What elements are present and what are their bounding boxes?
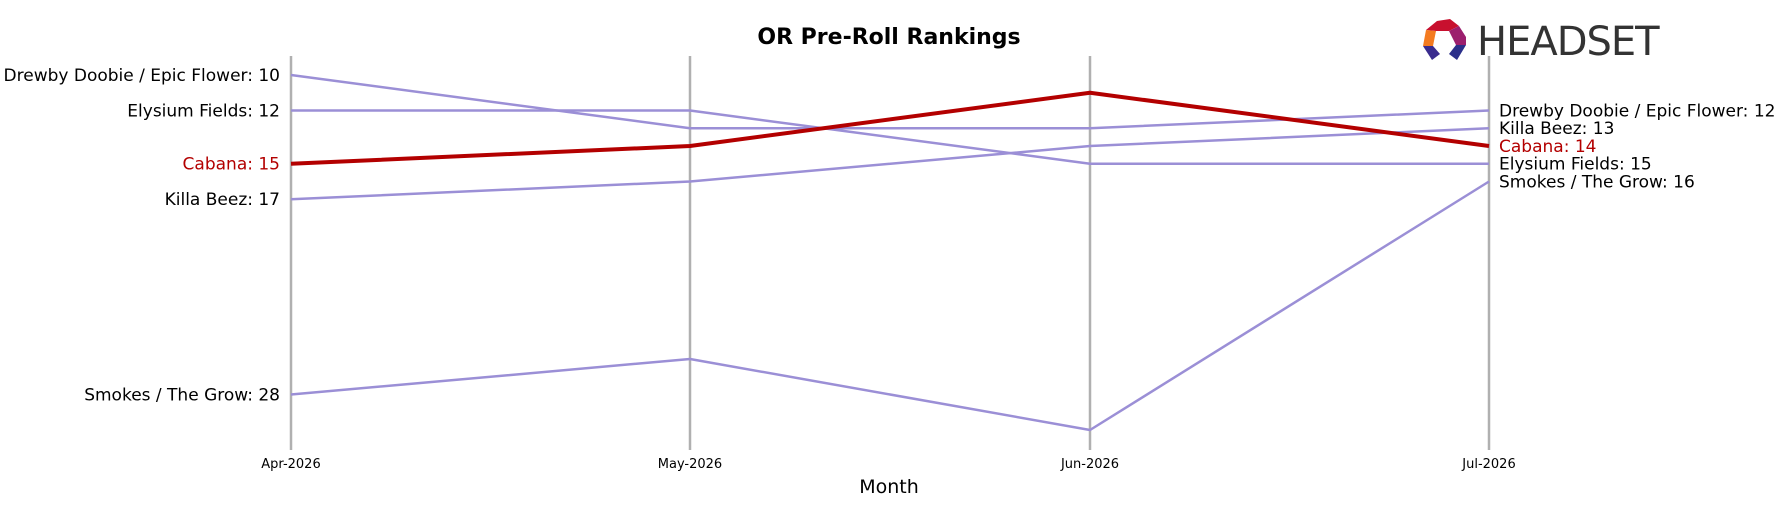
logo-text: HEADSET — [1477, 19, 1660, 65]
x-axis-title: Month — [859, 476, 919, 498]
series-line-killa-beez — [290, 127, 1490, 201]
chart-title: OR Pre-Roll Rankings — [757, 25, 1020, 50]
series-line-elysium-fields — [291, 109, 1489, 165]
x-tick-labels: Apr-2026 May-2026 Jun-2026 Jul-2026 — [261, 457, 1515, 472]
headset-logo-icon — [1423, 19, 1466, 60]
end-label-killa-beez: Killa Beez: 13 — [1499, 119, 1614, 139]
start-label-killa-beez: Killa Beez: 17 — [165, 190, 280, 210]
month-lines — [289, 56, 1491, 450]
x-tick-apr-2026: Apr-2026 — [261, 457, 320, 472]
series-line-smokes-the-grow — [290, 180, 1490, 432]
start-label-cabana: Cabana: 15 — [183, 155, 280, 175]
x-tick-jun-2026: Jun-2026 — [1060, 457, 1119, 472]
series-line-cabana — [290, 90, 1490, 166]
end-label-smokes-the-grow: Smokes / The Grow: 16 — [1499, 172, 1695, 192]
start-label-elysium-fields: Elysium Fields: 12 — [127, 101, 280, 121]
end-label-elysium-fields: Elysium Fields: 15 — [1499, 155, 1652, 175]
series-labels: Drewby Doobie / Epic Flower: 10 Drewby Do… — [4, 66, 1776, 406]
start-label-drewby-doobie-epic-flower: Drewby Doobie / Epic Flower: 10 — [4, 66, 280, 86]
start-label-smokes-the-grow: Smokes / The Grow: 28 — [84, 385, 280, 405]
end-label-drewby-doobie-epic-flower: Drewby Doobie / Epic Flower: 12 — [1499, 101, 1775, 121]
x-tick-may-2026: May-2026 — [658, 457, 722, 472]
headset-logo: HEADSET — [1423, 19, 1661, 65]
x-tick-jul-2026: Jul-2026 — [1461, 457, 1515, 472]
series-lines — [290, 73, 1490, 432]
end-label-cabana: Cabana: 14 — [1499, 137, 1596, 157]
